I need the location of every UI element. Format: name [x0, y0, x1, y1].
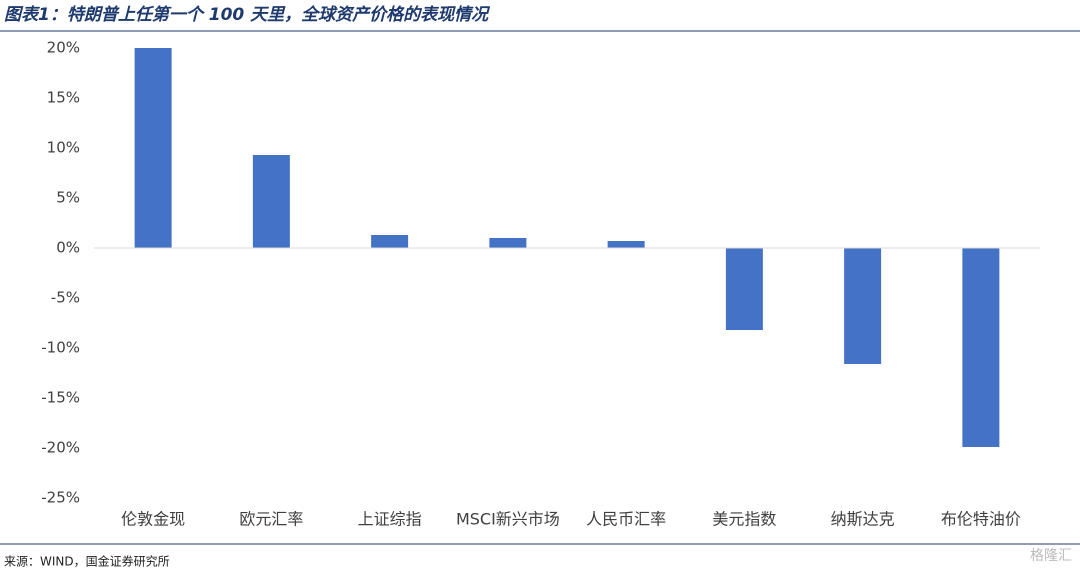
y-tick-label: 10% — [47, 139, 80, 157]
bar — [725, 248, 763, 330]
y-tick-label: -5% — [51, 289, 80, 307]
x-tick-label: 上证综指 — [358, 510, 422, 529]
source: 来源：WIND，国金证券研究所 — [4, 554, 170, 569]
x-tick-label: 欧元汇率 — [239, 510, 303, 529]
bar — [489, 238, 527, 248]
y-tick-label: 15% — [47, 89, 80, 107]
y-tick-label: -25% — [41, 489, 80, 507]
bar — [962, 248, 1000, 447]
bar — [844, 248, 882, 364]
y-tick-label: 20% — [47, 39, 80, 57]
bar — [371, 235, 409, 248]
chart-title: 图表1：特朗普上任第一个 100 天里，全球资产价格的表现情况 — [4, 5, 491, 25]
x-tick-label: 美元指数 — [712, 510, 776, 529]
bar — [134, 48, 172, 248]
watermark: 格隆汇 — [1030, 548, 1072, 564]
y-tick-label: -15% — [41, 389, 80, 407]
bar — [607, 241, 645, 248]
y-tick-label: -10% — [41, 339, 80, 357]
y-tick-label: 5% — [56, 189, 80, 207]
x-tick-label: MSCI新兴市场 — [456, 510, 560, 529]
x-tick-label: 纳斯达克 — [831, 510, 895, 529]
x-tick-label: 布伦特油价 — [941, 510, 1021, 529]
y-tick-label: 0% — [56, 239, 80, 257]
bar — [252, 155, 290, 248]
y-tick-label: -20% — [41, 439, 80, 457]
x-tick-label: 人民币汇率 — [586, 510, 666, 529]
x-tick-label: 伦敦金现 — [121, 510, 185, 529]
